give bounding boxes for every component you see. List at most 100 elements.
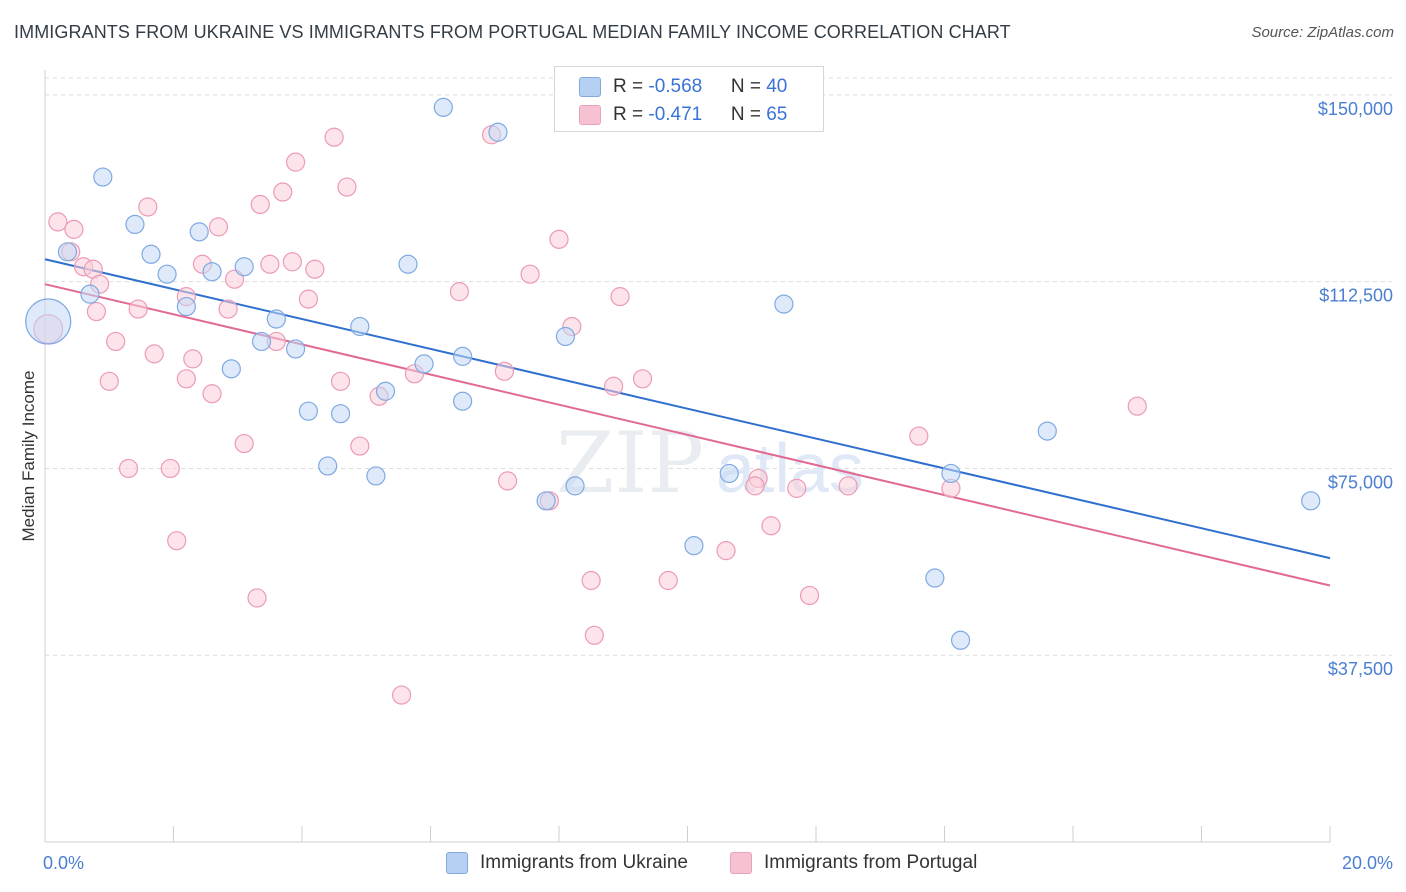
portugal-point — [118, 458, 139, 479]
legend-label: Immigrants from Portugal — [764, 852, 978, 873]
portugal-point — [260, 254, 280, 274]
r-value: -0.568 — [648, 76, 703, 97]
ukraine-point — [93, 167, 113, 187]
watermark-text: ZIP — [556, 414, 704, 512]
portugal-point — [247, 588, 267, 608]
ukraine-legend-swatch — [446, 852, 468, 874]
ukraine-point — [453, 391, 473, 411]
ukraine-point — [941, 463, 961, 484]
ukraine-point — [555, 326, 576, 347]
ukraine-point — [684, 536, 704, 556]
ukraine-point — [141, 244, 161, 264]
watermark: ZIP atlas — [556, 414, 864, 512]
r-label: R = — [613, 76, 649, 97]
stats-row-ukraine: R = -0.568 N = 40 — [555, 73, 823, 101]
portugal-point — [337, 177, 357, 197]
portugal-point — [610, 287, 630, 307]
ukraine-trend-line — [44, 258, 1331, 560]
ukraine-point — [366, 466, 386, 486]
ukraine-point — [234, 257, 254, 277]
n-value: 65 — [766, 104, 788, 125]
portugal-point — [799, 585, 820, 606]
ukraine-point — [176, 296, 196, 317]
tick-labels: $150,000 $112,500 $75,000 $37,500 0.0% 20.0% M… — [19, 99, 1393, 873]
stats-row-portugal: R = -0.471 N = 65 — [555, 101, 823, 129]
portugal-point — [391, 685, 412, 705]
ukraine-point — [414, 354, 434, 374]
ukraine-point — [330, 404, 351, 424]
portugal-point — [86, 301, 107, 322]
y-tick-label: $112,500 — [1319, 286, 1393, 306]
portugal-point — [234, 433, 254, 454]
legend-item-portugal[interactable]: Immigrants from Portugal — [730, 852, 977, 874]
ukraine-swatch — [579, 77, 601, 97]
portugal-point — [183, 349, 203, 369]
portugal-point — [761, 516, 781, 536]
ukraine-point — [950, 630, 971, 650]
portugal-point — [273, 182, 293, 202]
legend-label: Immigrants from Ukraine — [480, 852, 688, 873]
portugal-point — [838, 476, 858, 496]
portugal-point — [1127, 396, 1147, 416]
chart-source: Source: ZipAtlas.com — [1251, 24, 1394, 41]
ukraine-point — [565, 476, 585, 496]
ukraine-point — [536, 491, 556, 511]
portugal-point — [176, 369, 196, 389]
portugal-point — [330, 371, 351, 391]
legend-item-ukraine[interactable]: Immigrants from Ukraine — [446, 852, 688, 874]
portugal-point — [48, 212, 68, 232]
y-tick-label: $37,500 — [1328, 659, 1393, 679]
ukraine-point — [774, 294, 794, 314]
y-tick-label: $75,000 — [1328, 472, 1393, 492]
portugal-point — [64, 219, 84, 239]
portugal-point — [298, 289, 319, 309]
portugal-point — [449, 282, 470, 302]
ukraine-point — [925, 568, 945, 588]
portugal-point — [604, 376, 624, 396]
portugal-point — [250, 194, 270, 215]
portugal-point — [202, 384, 222, 404]
x-tick-label-max: 20.0% — [1342, 853, 1393, 873]
series-legend: Immigrants from Ukraine Immigrants from … — [0, 852, 1406, 878]
portugal-point — [138, 197, 158, 217]
ukraine-point — [298, 401, 319, 421]
portugal-point — [282, 252, 302, 272]
ukraine-point — [266, 309, 286, 329]
ukraine-point — [57, 242, 78, 262]
portugal-point — [909, 426, 929, 446]
portugal-point — [716, 541, 736, 561]
ukraine-point — [719, 463, 739, 484]
ukraine-point — [25, 298, 72, 345]
portugal-point — [745, 476, 765, 496]
ukraine-point — [453, 346, 473, 366]
r-value: -0.471 — [648, 104, 703, 125]
watermark-text-atlas: atlas — [716, 429, 864, 507]
portugal-point — [160, 458, 180, 479]
ukraine-point — [350, 316, 370, 337]
portugal-point — [99, 371, 119, 391]
portugal-point — [584, 625, 604, 645]
ukraine-point — [80, 284, 100, 304]
r-label: R = — [613, 104, 649, 125]
n-label: N = — [730, 76, 767, 97]
portugal-point — [632, 369, 653, 389]
portugal-point — [520, 264, 540, 284]
ukraine-point — [488, 122, 508, 142]
n-value: 40 — [766, 76, 788, 97]
portugal-swatch — [579, 105, 601, 125]
portugal-point — [208, 217, 229, 237]
portugal-point — [218, 299, 238, 319]
gridlines — [45, 77, 1392, 656]
ukraine-point — [375, 381, 396, 401]
portugal-point — [285, 152, 306, 172]
portugal-point — [144, 344, 164, 364]
ukraine-point — [157, 264, 177, 284]
stats-legend: R = -0.568 N = 40 R = -0.471 N = 65 — [554, 66, 824, 132]
ukraine-point — [221, 359, 241, 379]
ukraine-point — [125, 214, 145, 234]
ukraine-point — [251, 331, 272, 352]
y-axis-title: Median Family Income — [19, 370, 38, 541]
ukraine-point — [318, 456, 338, 476]
ukraine-point — [202, 262, 222, 282]
